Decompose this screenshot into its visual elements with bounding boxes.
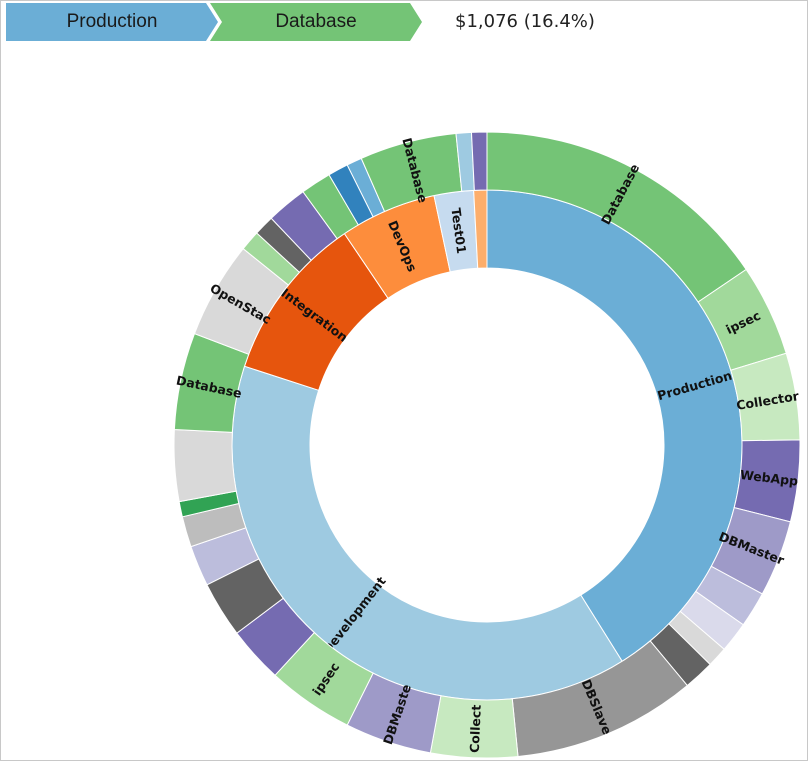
breadcrumb-item-database[interactable]: Database <box>210 3 422 41</box>
selection-summary: $1,076 (16.4%) <box>455 11 595 32</box>
outer-label-webapp: WebApp <box>739 467 799 489</box>
breadcrumb-item-production[interactable]: Production <box>6 3 218 41</box>
inner-label-test01: Test01 <box>448 207 469 255</box>
outer-label-collect: Collect <box>467 704 484 753</box>
breadcrumb: Production Database <box>6 2 422 42</box>
breadcrumb-label: Database <box>275 11 357 32</box>
outer-segment-segment[interactable] <box>470 131 488 191</box>
breadcrumb-label: Production <box>66 11 158 32</box>
outer-segment-segment[interactable] <box>173 428 237 503</box>
